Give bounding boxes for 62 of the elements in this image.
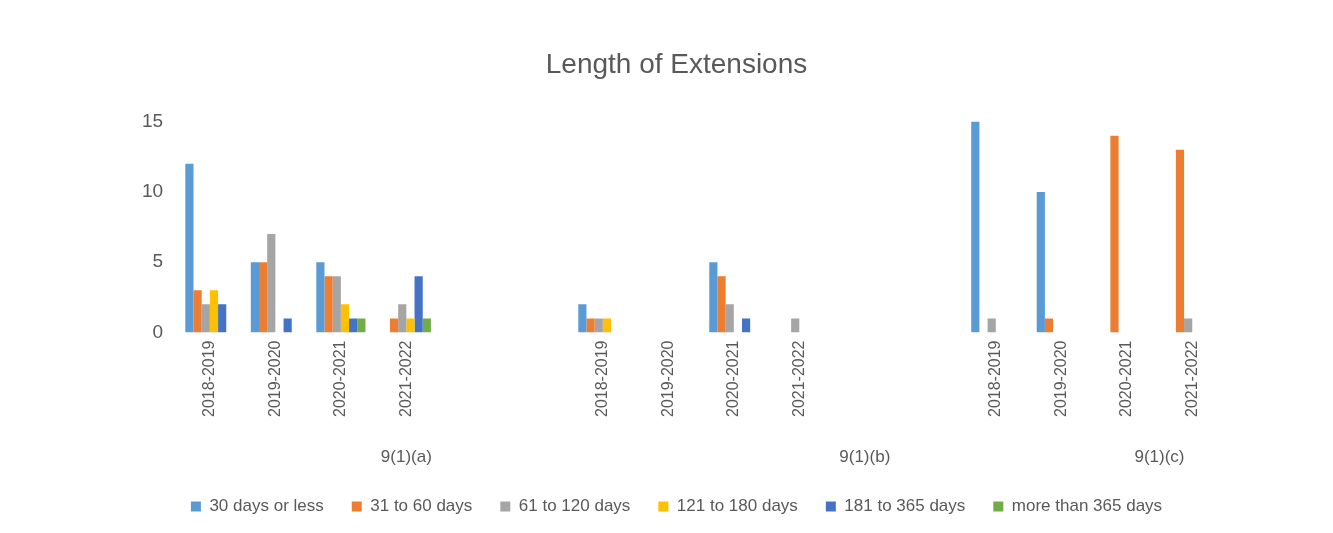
text: 9(1)(b): [839, 447, 891, 467]
bar: [414, 276, 423, 333]
bar: [1175, 149, 1185, 333]
bar: [324, 276, 333, 333]
y-tick-label: 10: [141, 180, 164, 202]
x-tick-label: 2020-2021: [331, 340, 349, 417]
bar: [709, 262, 718, 333]
bar: [1036, 191, 1045, 333]
legend-label: 61 to 120 days: [518, 496, 631, 516]
bar: [717, 276, 726, 333]
bar: [742, 318, 751, 333]
bar: [971, 121, 980, 333]
bar: [250, 262, 259, 333]
x-tick-label: 2020-2021: [724, 340, 742, 417]
y-tick-label: 15: [141, 109, 164, 131]
x-tick-label: 2021-2022: [789, 340, 807, 417]
bar: [201, 304, 210, 333]
bar: [340, 304, 350, 333]
bar: [578, 304, 587, 333]
bar: [349, 318, 358, 333]
y-tick-label: 0: [152, 320, 164, 342]
bar: [185, 163, 194, 333]
x-tick-label: 2018-2019: [986, 340, 1004, 417]
bar: [406, 318, 415, 333]
chart-title: Length of Extensions: [545, 47, 808, 79]
legend-label: 181 to 365 days: [844, 496, 966, 516]
bar: [791, 318, 800, 333]
bar: [193, 290, 202, 333]
x-tick-label: 2018-2019: [200, 340, 218, 417]
bar: [209, 290, 219, 333]
bar: [259, 262, 268, 333]
x-tick-label: 2021-2022: [396, 340, 414, 417]
legend-label: 31 to 60 days: [370, 496, 473, 516]
bar: [283, 318, 292, 333]
x-tick-label: 2021-2022: [1182, 340, 1200, 417]
bar: [389, 318, 399, 333]
bar: [1044, 318, 1054, 333]
bar: [398, 304, 407, 333]
bar: [594, 318, 603, 333]
bar: [316, 262, 325, 333]
bar: [422, 318, 431, 333]
bar: [332, 276, 341, 333]
legend-label: 30 days or less: [209, 496, 324, 516]
x-tick-label: 2019-2020: [1051, 340, 1069, 417]
legend-label: more than 365 days: [1011, 496, 1163, 516]
bar: [987, 318, 996, 333]
bar: [1110, 135, 1119, 333]
bar: [267, 234, 276, 333]
y-tick-label: 5: [152, 250, 164, 272]
bar: [1184, 318, 1193, 333]
bar: [357, 318, 366, 333]
legend-label: 121 to 180 days: [676, 496, 798, 516]
bar: [725, 304, 734, 333]
bar: [218, 304, 227, 333]
x-tick-label: 2020-2021: [1117, 340, 1135, 417]
x-tick-label: 2019-2020: [265, 340, 283, 417]
x-tick-label: 2018-2019: [593, 340, 611, 417]
bar: [586, 318, 595, 333]
text: 9(1)(a): [380, 447, 432, 467]
x-tick-label: 2019-2020: [658, 340, 676, 417]
bar: [602, 318, 612, 333]
text: 9(1)(c): [1134, 447, 1185, 467]
